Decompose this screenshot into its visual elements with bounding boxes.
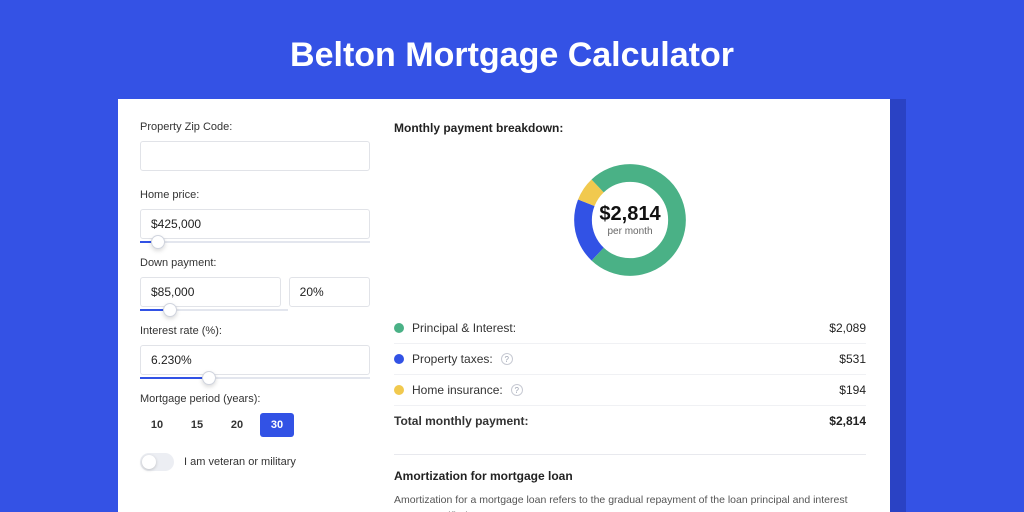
donut-wrap: $2,814 per month (394, 145, 866, 295)
veteran-row: I am veteran or military (140, 453, 370, 471)
zip-label: Property Zip Code: (140, 121, 370, 133)
down-payment-pct-input[interactable] (289, 277, 370, 307)
form-panel: Property Zip Code: Home price: Down paym… (118, 99, 388, 512)
period-button-20[interactable]: 20 (220, 413, 254, 437)
breakdown-title: Monthly payment breakdown: (394, 121, 866, 135)
interest-rate-input[interactable] (140, 345, 370, 375)
down-payment-label: Down payment: (140, 257, 370, 269)
home-price-slider[interactable] (140, 241, 370, 243)
legend-value: $194 (839, 383, 866, 397)
legend-total-row: Total monthly payment: $2,814 (394, 405, 866, 436)
legend-text: Principal & Interest: (412, 321, 516, 335)
legend-row: Property taxes: ? $531 (394, 343, 866, 374)
legend-label: Principal & Interest: (394, 321, 516, 335)
period-button-30[interactable]: 30 (260, 413, 294, 437)
period-button-10[interactable]: 10 (140, 413, 174, 437)
home-price-slider-thumb[interactable] (151, 235, 165, 249)
home-price-label: Home price: (140, 189, 370, 201)
veteran-label: I am veteran or military (184, 456, 296, 468)
legend-label: Home insurance: ? (394, 383, 523, 397)
legend-total-label: Total monthly payment: (394, 414, 528, 428)
legend-label: Property taxes: ? (394, 352, 513, 366)
legend-dot (394, 354, 404, 364)
veteran-toggle-knob (142, 455, 156, 469)
interest-rate-slider-fill (140, 377, 209, 379)
legend-row: Home insurance: ? $194 (394, 374, 866, 405)
legend-dot (394, 323, 404, 333)
donut-value: $2,814 (599, 203, 660, 226)
amortization-text: Amortization for a mortgage loan refers … (394, 493, 866, 512)
period-button-15[interactable]: 15 (180, 413, 214, 437)
down-payment-group: Down payment: (140, 257, 370, 307)
home-price-group: Home price: (140, 189, 370, 239)
legend: Principal & Interest: $2,089 Property ta… (394, 313, 866, 405)
period-options: 10152030 (140, 413, 370, 437)
veteran-toggle[interactable] (140, 453, 174, 471)
period-label: Mortgage period (years): (140, 393, 370, 405)
interest-rate-group: Interest rate (%): (140, 325, 370, 375)
down-payment-input[interactable] (140, 277, 281, 307)
interest-rate-label: Interest rate (%): (140, 325, 370, 337)
donut-chart: $2,814 per month (568, 158, 692, 282)
info-icon[interactable]: ? (501, 353, 513, 365)
legend-row: Principal & Interest: $2,089 (394, 313, 866, 343)
zip-group: Property Zip Code: (140, 121, 370, 171)
legend-value: $531 (839, 352, 866, 366)
period-group: Mortgage period (years): 10152030 (140, 393, 370, 437)
donut-center: $2,814 per month (599, 203, 660, 237)
home-price-input[interactable] (140, 209, 370, 239)
breakdown-panel: Monthly payment breakdown: $2,814 per mo… (388, 99, 890, 512)
donut-sub: per month (599, 226, 660, 237)
zip-input[interactable] (140, 141, 370, 171)
legend-text: Home insurance: (412, 383, 503, 397)
info-icon[interactable]: ? (511, 384, 523, 396)
interest-rate-slider-thumb[interactable] (202, 371, 216, 385)
calculator-card: Property Zip Code: Home price: Down paym… (118, 99, 890, 512)
legend-value: $2,089 (829, 321, 866, 335)
legend-dot (394, 385, 404, 395)
down-payment-slider-thumb[interactable] (163, 303, 177, 317)
page-title: Belton Mortgage Calculator (0, 0, 1024, 99)
legend-total-value: $2,814 (829, 414, 866, 428)
amortization-section: Amortization for mortgage loan Amortizat… (394, 454, 866, 512)
legend-text: Property taxes: (412, 352, 493, 366)
card-shadow: Property Zip Code: Home price: Down paym… (118, 99, 906, 512)
amortization-title: Amortization for mortgage loan (394, 469, 866, 483)
